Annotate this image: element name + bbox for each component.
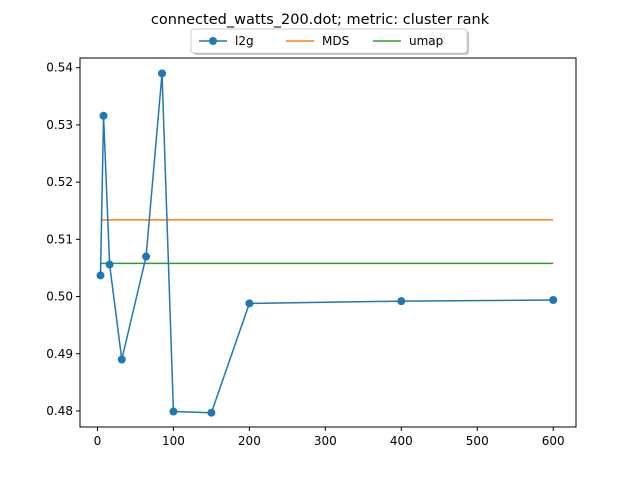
y-tick-label: 0.54: [46, 61, 73, 75]
y-tick-label: 0.49: [46, 347, 73, 361]
legend-marker-l2g: [209, 37, 217, 45]
series-line-l2g: [99, 72, 554, 414]
data-point-l2g: [549, 295, 558, 304]
plot-area: [96, 69, 558, 417]
data-point-l2g: [245, 299, 254, 308]
legend-label-umap: umap: [409, 34, 443, 48]
legend: l2g MDS umap: [190, 28, 469, 55]
data-point-l2g: [96, 271, 105, 280]
data-point-l2g: [169, 407, 178, 416]
data-point-l2g: [142, 252, 151, 261]
chart-title: connected_watts_200.dot; metric: cluster…: [151, 12, 490, 28]
x-tick-label: 600: [542, 434, 565, 448]
data-point-l2g: [105, 260, 114, 269]
x-tick-label: 500: [466, 434, 489, 448]
y-axis: 0.48 0.49 0.50 0.51 0.52 0.53 0.54: [46, 61, 80, 418]
legend-box: [190, 28, 468, 54]
legend-label-l2g: l2g: [235, 34, 254, 48]
data-point-l2g: [99, 111, 108, 120]
y-tick-label: 0.51: [46, 232, 73, 246]
x-tick-label: 200: [238, 434, 261, 448]
data-point-l2g: [158, 69, 167, 78]
axes-frame: [79, 57, 577, 428]
y-tick-label: 0.53: [46, 118, 73, 132]
y-tick-label: 0.48: [46, 404, 73, 418]
y-tick-label: 0.52: [46, 175, 73, 189]
y-tick-label: 0.50: [46, 290, 73, 304]
x-tick-label: 0: [94, 434, 102, 448]
x-tick-label: 100: [162, 434, 185, 448]
data-point-l2g: [397, 297, 406, 306]
x-tick-label: 400: [390, 434, 413, 448]
data-point-l2g: [207, 408, 216, 417]
x-axis: 0 100 200 300 400 500 600: [94, 427, 565, 448]
data-point-l2g: [117, 355, 126, 364]
x-tick-label: 300: [314, 434, 337, 448]
legend-label-mds: MDS: [322, 34, 349, 48]
